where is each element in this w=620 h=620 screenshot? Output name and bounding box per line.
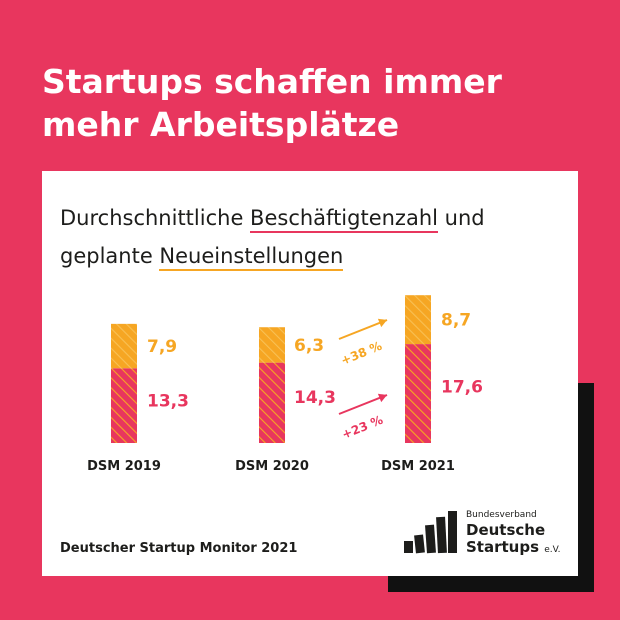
logo: Bundesverband Deutsche Startups e.V. [402,511,572,561]
chart-subtitle: Durchschnittliche Beschäftigtenzahl und … [60,199,565,275]
growth-label-hires: +38 % [339,339,384,368]
logo-wordmark: Bundesverband Deutsche Startups e.V. [466,510,561,556]
subtitle-part-3: geplante [60,244,160,268]
category-label-0: DSM 2019 [87,459,161,474]
growth-label-employees: +23 % [340,413,385,442]
category-label-1: DSM 2020 [235,459,309,474]
growth-arrow-hires-line [338,319,388,340]
logo-icon [404,511,457,554]
category-label-2: DSM 2021 [381,459,455,474]
headline: Startups schaffen immer mehr Arbeitsplät… [42,60,582,146]
bar-employees-0 [111,368,137,443]
chart-card: Durchschnittliche Beschäftigtenzahl und … [42,171,578,576]
stacked-bar-chart: 13,3 7,9 DSM 2019 14,3 6,3 DSM 2020 17,6 8,7 DSM… [87,295,483,474]
label-employees-0: 13,3 [147,391,189,411]
growth-arrow-employees-line [338,394,388,415]
source-note: Deutscher Startup Monitor 2021 [60,541,298,556]
bar-new-hires-0 [111,323,137,369]
label-new-hires-0: 7,9 [147,337,177,357]
bar-employees-1 [259,362,285,443]
growth-arrow-employees-head [377,393,387,403]
subtitle-part-2: und [437,206,485,230]
subtitle-employees-underlined: Beschäftigtenzahl [250,206,438,233]
bar-employees-2 [405,344,431,443]
headline-line-1: Startups schaffen immer [42,62,502,101]
label-new-hires-1: 6,3 [294,336,324,356]
label-employees-1: 14,3 [294,388,336,408]
label-employees-2: 17,6 [441,378,483,398]
subtitle-part-1: Durchschnittliche [60,206,251,230]
subtitle-hires-underlined: Neueinstellungen [159,244,344,271]
growth-arrow-hires-head [377,318,387,328]
label-new-hires-2: 8,7 [441,311,471,331]
bar-new-hires-2 [405,295,431,345]
headline-line-2: mehr Arbeitsplätze [42,105,400,144]
bar-new-hires-1 [259,327,285,363]
